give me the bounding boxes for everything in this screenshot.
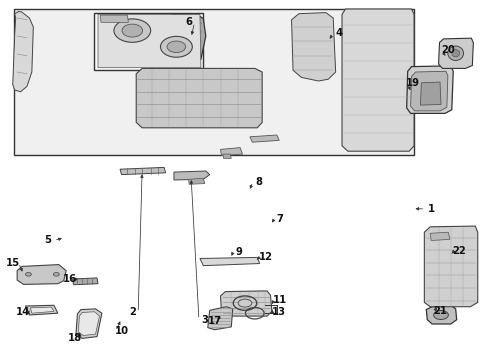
Ellipse shape [167,41,186,53]
Ellipse shape [122,24,143,37]
Ellipse shape [434,310,448,320]
Ellipse shape [238,299,252,307]
Polygon shape [424,226,478,307]
Polygon shape [17,265,66,284]
Polygon shape [30,307,54,313]
Ellipse shape [160,36,193,57]
Polygon shape [189,178,205,184]
Polygon shape [426,305,457,324]
Polygon shape [250,135,279,142]
Polygon shape [223,154,231,158]
Polygon shape [166,14,206,63]
Text: 16: 16 [63,274,77,284]
Ellipse shape [114,19,151,42]
Text: 12: 12 [259,252,272,262]
Ellipse shape [452,50,460,57]
Text: 4: 4 [336,28,343,38]
Polygon shape [73,278,98,285]
Polygon shape [220,291,272,316]
Polygon shape [439,38,473,68]
Text: 15: 15 [6,258,20,268]
Text: 5: 5 [45,235,51,246]
Polygon shape [100,15,128,22]
Polygon shape [342,9,414,151]
Polygon shape [98,14,201,68]
Ellipse shape [448,46,464,60]
Text: 9: 9 [236,247,243,257]
Text: 20: 20 [441,45,455,55]
Polygon shape [292,13,336,81]
Text: 6: 6 [185,17,192,27]
Polygon shape [76,309,102,338]
Text: 19: 19 [406,78,420,88]
Ellipse shape [25,273,31,276]
Polygon shape [411,71,448,111]
Polygon shape [78,312,99,336]
Polygon shape [94,13,203,70]
Text: 17: 17 [208,316,221,326]
Text: 1: 1 [428,204,435,214]
Text: 7: 7 [277,214,284,224]
Polygon shape [407,66,453,113]
Text: 3: 3 [201,315,208,325]
Text: 21: 21 [433,306,447,316]
Polygon shape [200,257,260,266]
Text: 18: 18 [68,333,81,343]
Ellipse shape [53,273,59,276]
Text: 2: 2 [129,307,136,318]
Polygon shape [220,148,243,156]
Polygon shape [14,9,414,155]
Text: 14: 14 [15,307,30,318]
Polygon shape [430,232,450,240]
Polygon shape [25,305,58,315]
Text: 8: 8 [255,177,262,187]
Polygon shape [120,167,166,175]
Polygon shape [174,171,210,180]
Polygon shape [13,12,33,92]
Text: 13: 13 [271,307,285,318]
Text: 11: 11 [273,294,288,305]
Text: 10: 10 [115,326,128,336]
Polygon shape [420,82,441,105]
Text: 22: 22 [453,246,466,256]
Polygon shape [208,307,233,330]
Polygon shape [136,68,262,128]
